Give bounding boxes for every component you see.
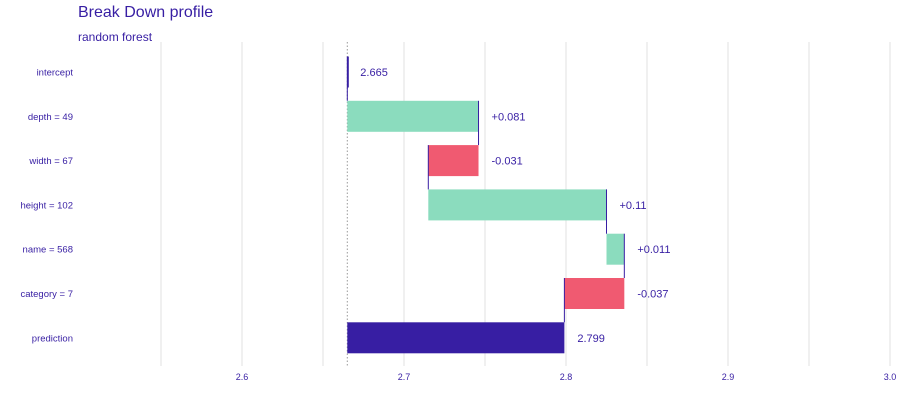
value-label: -0.037	[637, 289, 668, 301]
category-label: name = 568	[23, 245, 73, 256]
bar-negative	[428, 145, 479, 177]
x-tick-label: 2.8	[560, 372, 573, 382]
bar-positive	[428, 189, 607, 221]
x-tick-label: 2.7	[398, 372, 411, 382]
bar-layer	[346, 56, 625, 354]
bar-negative	[564, 278, 625, 309]
bar-prediction	[347, 322, 565, 354]
bar-positive	[606, 233, 625, 265]
value-label: +0.11	[620, 200, 647, 212]
bar-intercept	[347, 56, 349, 88]
chart-title: Break Down profile	[78, 4, 214, 21]
value-label: -0.031	[492, 156, 523, 168]
category-label: prediction	[32, 333, 73, 344]
category-label: category = 7	[20, 289, 73, 300]
value-label: +0.081	[492, 111, 526, 123]
value-label: 2.799	[577, 333, 605, 345]
category-label: width = 67	[28, 156, 73, 167]
bar-positive	[347, 100, 479, 132]
value-label: +0.011	[637, 244, 670, 256]
category-label: height = 102	[20, 200, 73, 211]
category-label: intercept	[37, 68, 74, 79]
chart-subtitle: random forest	[78, 30, 153, 44]
x-tick-label: 3.0	[884, 372, 897, 382]
value-label: 2.665	[360, 67, 388, 79]
x-tick-label: 2.9	[722, 372, 735, 382]
category-label: depth = 49	[28, 112, 73, 123]
label-layer: 2.6 2.7 2.8 2.9 3.0 intercept 2.665 depth = 49 +…	[20, 67, 896, 382]
x-tick-label: 2.6	[236, 372, 249, 382]
